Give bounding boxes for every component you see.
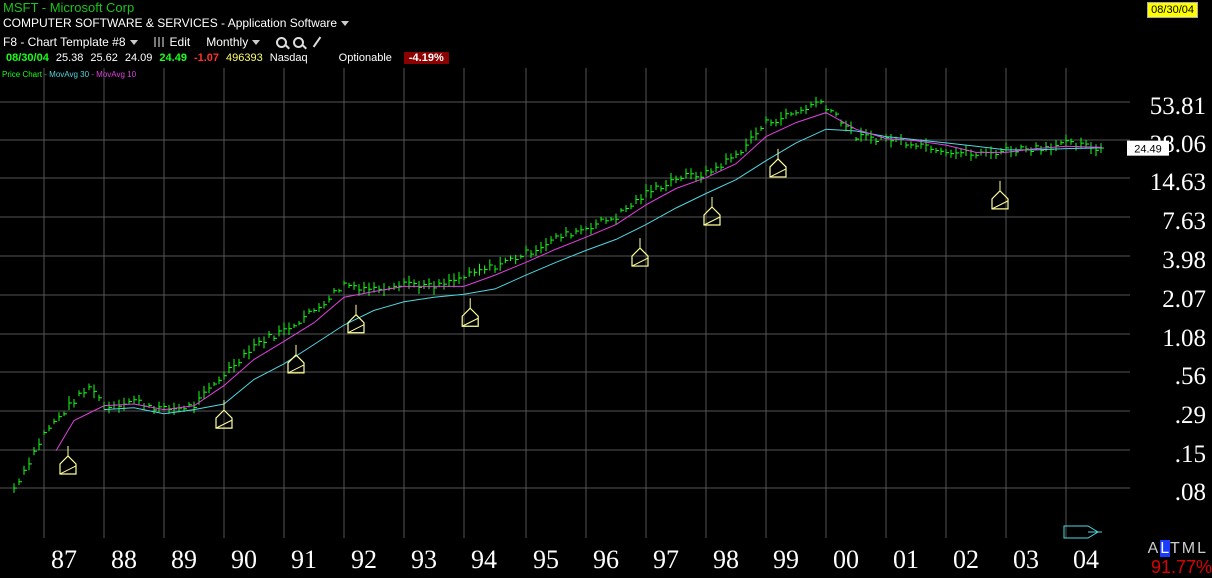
pct-change-badge: -4.19% — [403, 52, 449, 64]
signal-arrow-icon — [1063, 525, 1102, 539]
y-tick-label: 2.07 — [1162, 286, 1206, 313]
quote-close: 24.49 — [159, 52, 187, 64]
quote-open: 25.38 — [55, 52, 84, 64]
marker-diag — [215, 419, 233, 429]
x-tick-label: 01 — [893, 545, 919, 572]
marker-diag — [769, 168, 787, 178]
rating-letter-2: T — [1169, 540, 1182, 557]
x-tick-label: 99 — [773, 545, 799, 572]
x-tick-label: 88 — [111, 545, 137, 572]
y-tick-label: 14.63 — [1150, 169, 1206, 196]
marker-diag — [59, 465, 77, 475]
x-tick-label: 96 — [593, 545, 619, 572]
chart-legend: Price Chart - MovAvg 30 - MovAvg 10 — [2, 70, 137, 79]
x-tick-label: 87 — [51, 545, 77, 572]
zoom-out-icon[interactable] — [293, 36, 305, 48]
y-tick-label: 53.81 — [1150, 93, 1206, 120]
x-tick-label: 91 — [291, 545, 317, 572]
y-tick-label: 1.08 — [1162, 325, 1206, 352]
x-tick-label: 02 — [953, 545, 979, 572]
last-price-box — [1127, 140, 1169, 156]
buy-marker — [461, 307, 479, 327]
rating-percent: 91.77% — [1150, 557, 1212, 577]
legend-price: Price Chart — [2, 70, 43, 79]
legend-ma10: MovAvg 10 — [96, 70, 137, 79]
x-tick-label: 00 — [833, 545, 859, 572]
x-tick-label: 97 — [653, 545, 679, 572]
industry-dropdown[interactable]: COMPUTER SOFTWARE & SERVICES - Applicati… — [3, 16, 350, 30]
marker-diag — [631, 257, 649, 267]
template-label: F8 - Chart Template #8 — [3, 35, 126, 49]
marker-diag — [347, 324, 365, 334]
zoom-in-icon[interactable] — [276, 36, 288, 48]
x-tick-label: 03 — [1013, 545, 1039, 572]
rating-letter-group: ALTML — [1148, 540, 1208, 557]
quote-date: 08/30/04 — [6, 52, 49, 64]
x-tick-label: 93 — [411, 545, 437, 572]
page-title: MSFT - Microsoft Corp — [3, 0, 135, 15]
buy-marker — [631, 247, 649, 267]
y-tick-label: 3.98 — [1162, 247, 1206, 274]
buy-marker — [347, 313, 365, 334]
draw-pen-icon[interactable] — [312, 36, 322, 48]
optionable-label: Optionable — [338, 52, 392, 64]
rating-letter-4: L — [1197, 540, 1208, 557]
y-tick-label: .08 — [1175, 479, 1206, 506]
x-tick-label: 95 — [533, 545, 559, 572]
y-tick-label: .56 — [1175, 363, 1206, 390]
quote-low: 24.09 — [124, 52, 153, 64]
buy-marker — [215, 409, 233, 429]
y-tick-label: .15 — [1175, 441, 1206, 468]
quote-change: -1.07 — [193, 52, 220, 64]
edit-label: Edit — [169, 35, 191, 49]
quote-bar: 08/30/04 25.38 25.62 24.09 24.49 -1.07 4… — [6, 52, 456, 64]
buy-marker — [991, 190, 1009, 210]
marker-diag — [991, 200, 1009, 210]
x-tick-label: 89 — [171, 545, 197, 572]
chevron-down-icon — [341, 21, 350, 27]
rating-letter-1: L — [1160, 540, 1170, 557]
y-tick-label: .29 — [1175, 402, 1206, 429]
buy-marker — [769, 158, 787, 178]
quote-exchange: Nasdaq — [269, 52, 308, 64]
marker-diag — [287, 364, 305, 374]
rating-letters: ALTML — [1148, 540, 1208, 558]
buy-marker — [59, 455, 77, 475]
x-tick-label: 92 — [351, 545, 377, 572]
x-tick-label: 90 — [231, 545, 257, 572]
chart-toolbar: F8 - Chart Template #8 Edit Monthly — [3, 34, 322, 50]
buy-marker — [703, 206, 721, 226]
last-price-label: 24.49 — [1134, 144, 1162, 156]
x-tick-label: 04 — [1073, 545, 1099, 572]
rating-letter-3: M — [1181, 540, 1198, 557]
x-tick-label: 98 — [713, 545, 739, 572]
quote-high: 25.62 — [90, 52, 118, 64]
x-tick-label: 94 — [471, 545, 497, 572]
chevron-down-icon — [252, 39, 261, 45]
edit-button[interactable]: Edit — [153, 35, 191, 49]
buy-marker — [287, 354, 305, 374]
ma30-line — [103, 128, 1103, 415]
bars-icon — [153, 37, 166, 47]
template-dropdown[interactable]: F8 - Chart Template #8 — [3, 35, 138, 49]
period-dropdown[interactable]: Monthly — [206, 35, 261, 49]
ma10-line — [55, 112, 1103, 451]
quote-volume: 496393 — [226, 52, 263, 64]
legend-ma30: MovAvg 30 — [49, 70, 90, 79]
y-tick-label: 7.63 — [1162, 208, 1206, 235]
marker-diag — [461, 317, 479, 327]
marker-diag — [703, 216, 721, 226]
industry-label: COMPUTER SOFTWARE & SERVICES - Applicati… — [3, 16, 338, 30]
chevron-down-icon — [129, 39, 138, 45]
period-label: Monthly — [206, 35, 249, 49]
price-chart[interactable]: 53.8128.0614.637.633.982.071.08.56.29.15… — [0, 68, 1212, 572]
date-badge: 08/30/04 — [1147, 2, 1198, 18]
rating-letter-0: A — [1147, 540, 1161, 557]
